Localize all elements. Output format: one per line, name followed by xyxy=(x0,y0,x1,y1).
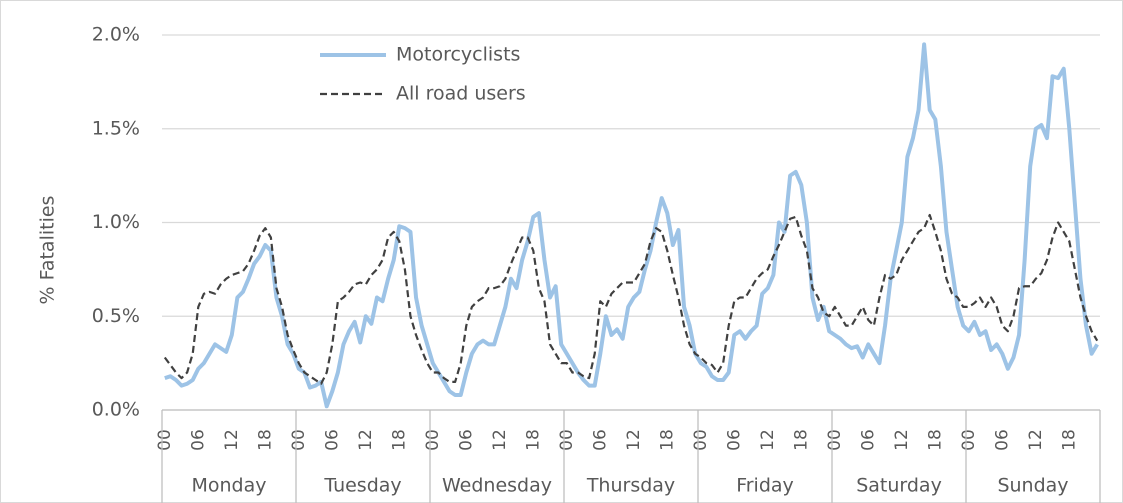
x-tick-label: 18 xyxy=(1059,429,1079,451)
group-label: Wednesday xyxy=(442,475,552,497)
group-label: Monday xyxy=(191,475,266,497)
x-tick-label: 06 xyxy=(858,429,878,451)
y-axis-label: % Fatalities xyxy=(37,196,59,305)
x-tick-label: 12 xyxy=(222,429,242,451)
x-tick-label: 06 xyxy=(322,429,342,451)
x-tick-label: 00 xyxy=(423,429,443,451)
x-tick-label: 06 xyxy=(456,429,476,451)
group-label: Sunday xyxy=(997,475,1068,497)
x-tick-label: 06 xyxy=(724,429,744,451)
x-tick-label: 00 xyxy=(289,429,309,451)
x-tick-label: 18 xyxy=(523,429,543,451)
y-tick-label: 0.0% xyxy=(92,399,140,421)
x-tick-label: 00 xyxy=(691,429,711,451)
x-tick-label: 12 xyxy=(624,429,644,451)
x-tick-label: 12 xyxy=(1026,429,1046,451)
x-tick-label: 06 xyxy=(188,429,208,451)
series-line xyxy=(164,42,1099,409)
legend-label: Motorcyclists xyxy=(396,44,520,66)
x-tick-label: 18 xyxy=(925,429,945,451)
x-tick-label: 06 xyxy=(992,429,1012,451)
group-label: Saturday xyxy=(856,475,942,497)
group-label: Tuesday xyxy=(323,475,401,497)
y-tick-label: 1.5% xyxy=(92,117,140,139)
x-tick-label: 18 xyxy=(255,429,275,451)
x-tick-label: 00 xyxy=(155,429,175,451)
y-tick-label: 2.0% xyxy=(92,24,140,46)
series-line xyxy=(163,213,1099,385)
x-tick-label: 12 xyxy=(892,429,912,451)
x-tick-label: 06 xyxy=(590,429,610,451)
x-tick-label: 12 xyxy=(356,429,376,451)
group-label: Thursday xyxy=(586,475,675,497)
y-tick-label: 1.0% xyxy=(92,211,140,233)
x-tick-label: 00 xyxy=(959,429,979,451)
x-tick-label: 18 xyxy=(389,429,409,451)
x-tick-label: 00 xyxy=(825,429,845,451)
x-tick-label: 18 xyxy=(791,429,811,451)
x-tick-label: 12 xyxy=(490,429,510,451)
x-tick-label: 12 xyxy=(758,429,778,451)
group-label: Friday xyxy=(736,475,794,497)
y-tick-label: 0.5% xyxy=(92,305,140,327)
legend-label: All road users xyxy=(396,83,526,105)
x-tick-label: 00 xyxy=(557,429,577,451)
x-tick-label: 18 xyxy=(657,429,677,451)
